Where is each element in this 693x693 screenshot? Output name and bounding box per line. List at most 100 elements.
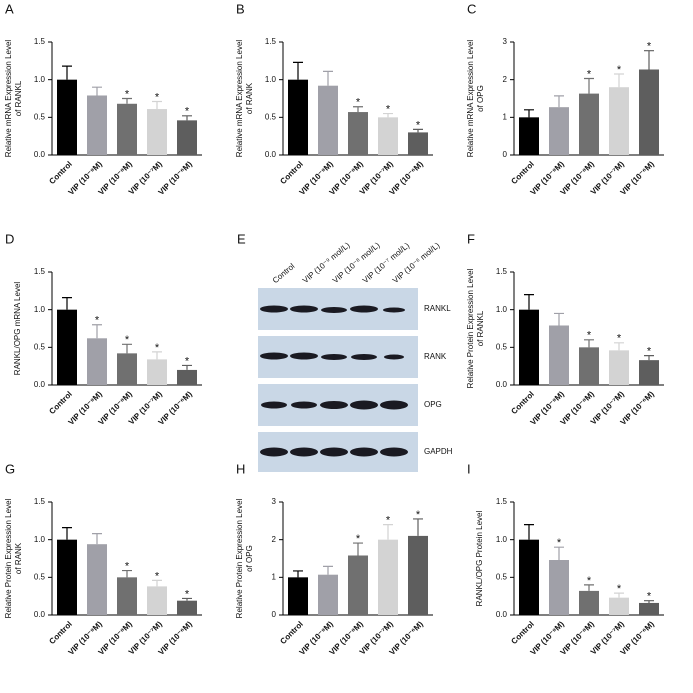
error-bar	[353, 106, 363, 113]
bar	[117, 353, 137, 385]
y-tick-label: 1.5	[265, 37, 277, 46]
error-bar	[62, 65, 72, 80]
error-bar	[413, 128, 423, 133]
error-bar	[323, 70, 333, 86]
error-bar	[152, 100, 162, 110]
error-bar	[644, 600, 654, 603]
error-bar	[413, 518, 423, 536]
y-tick-label: 0.0	[34, 150, 46, 159]
significance-marker: *	[356, 533, 361, 545]
y-tick-label: 0.0	[34, 380, 46, 389]
blot-row-label: RANK	[424, 352, 447, 361]
significance-marker: *	[155, 342, 160, 354]
bar	[147, 586, 167, 615]
error-bar	[644, 355, 654, 361]
bar	[318, 574, 338, 615]
significance-marker: *	[125, 88, 130, 100]
significance-marker: *	[587, 68, 592, 80]
bar	[378, 117, 398, 155]
y-tick-label: 0.5	[34, 342, 46, 351]
significance-marker: *	[647, 41, 652, 53]
significance-marker: *	[155, 91, 160, 103]
blot-row-label: GAPDH	[424, 447, 453, 456]
bar	[177, 369, 197, 385]
panel-label: C	[467, 1, 476, 16]
y-tick-label: 2	[503, 75, 508, 84]
y-tick-label: 3	[272, 497, 277, 506]
error-bar	[122, 97, 132, 104]
error-bar	[92, 86, 102, 96]
panel-label: H	[236, 461, 245, 476]
bar	[579, 93, 599, 155]
panel-label: D	[5, 231, 14, 246]
y-axis-label: of RANKL	[476, 310, 485, 346]
error-bar	[524, 109, 534, 118]
significance-marker: *	[185, 106, 190, 118]
blot-bands	[260, 305, 408, 457]
significance-marker: *	[95, 315, 100, 327]
bar	[519, 117, 539, 155]
significance-marker: *	[416, 119, 421, 131]
y-tick-label: 0.5	[34, 112, 46, 121]
bar	[348, 555, 368, 615]
bar	[318, 85, 338, 155]
error-bar	[182, 115, 192, 121]
bar	[57, 309, 77, 385]
bar	[408, 132, 428, 155]
y-axis-label: RANKL/OPG Protein Level	[475, 510, 484, 606]
bar	[378, 539, 398, 615]
bar	[57, 79, 77, 155]
error-bar	[62, 527, 72, 540]
blot-column-label: Control	[271, 262, 297, 286]
y-axis-label: of OPG	[245, 545, 254, 572]
y-tick-label: 2	[272, 535, 277, 544]
bar	[288, 577, 308, 615]
significance-marker: *	[386, 103, 391, 115]
significance-marker: *	[617, 583, 622, 595]
x-tick-label: Control	[278, 160, 304, 186]
y-tick-label: 0	[503, 150, 508, 159]
y-axis-label: Relative mRNA Expression Level	[4, 40, 13, 158]
error-bar	[92, 324, 102, 339]
error-bar	[182, 364, 192, 370]
error-bar	[554, 312, 564, 326]
error-bar	[182, 597, 192, 601]
bar	[147, 359, 167, 385]
y-tick-label: 1.5	[496, 497, 508, 506]
y-tick-label: 1.5	[34, 267, 46, 276]
bar	[288, 79, 308, 155]
y-tick-label: 0.0	[496, 380, 508, 389]
significance-marker: *	[125, 334, 130, 346]
bar	[117, 577, 137, 615]
y-tick-label: 1	[272, 572, 277, 581]
bar	[348, 112, 368, 155]
error-bar	[122, 569, 132, 578]
y-tick-label: 0.0	[34, 610, 46, 619]
y-axis-label: Relative mRNA Expression Level	[235, 40, 244, 158]
blot-row-label: OPG	[424, 400, 442, 409]
error-bar	[644, 50, 654, 70]
significance-marker: *	[356, 97, 361, 109]
bar	[147, 109, 167, 155]
significance-marker: *	[647, 591, 652, 603]
y-tick-label: 1.5	[496, 267, 508, 276]
y-tick-label: 1.0	[496, 305, 508, 314]
significance-marker: *	[386, 515, 391, 527]
x-tick-label: Control	[47, 620, 73, 646]
panel-label: B	[236, 1, 245, 16]
y-tick-label: 1.0	[496, 535, 508, 544]
panel-label: E	[237, 231, 246, 246]
x-tick-label: Control	[47, 160, 73, 186]
panel-label: A	[5, 1, 14, 16]
error-bar	[92, 533, 102, 545]
error-bar	[584, 77, 594, 94]
bar	[639, 69, 659, 155]
significance-marker: *	[617, 333, 622, 345]
y-axis-label: Relative Protein Expression Level	[4, 498, 13, 618]
y-tick-label: 1.0	[34, 75, 46, 84]
error-bar	[524, 294, 534, 310]
y-tick-label: 0.0	[496, 610, 508, 619]
error-bar	[152, 579, 162, 587]
significance-marker: *	[185, 355, 190, 367]
